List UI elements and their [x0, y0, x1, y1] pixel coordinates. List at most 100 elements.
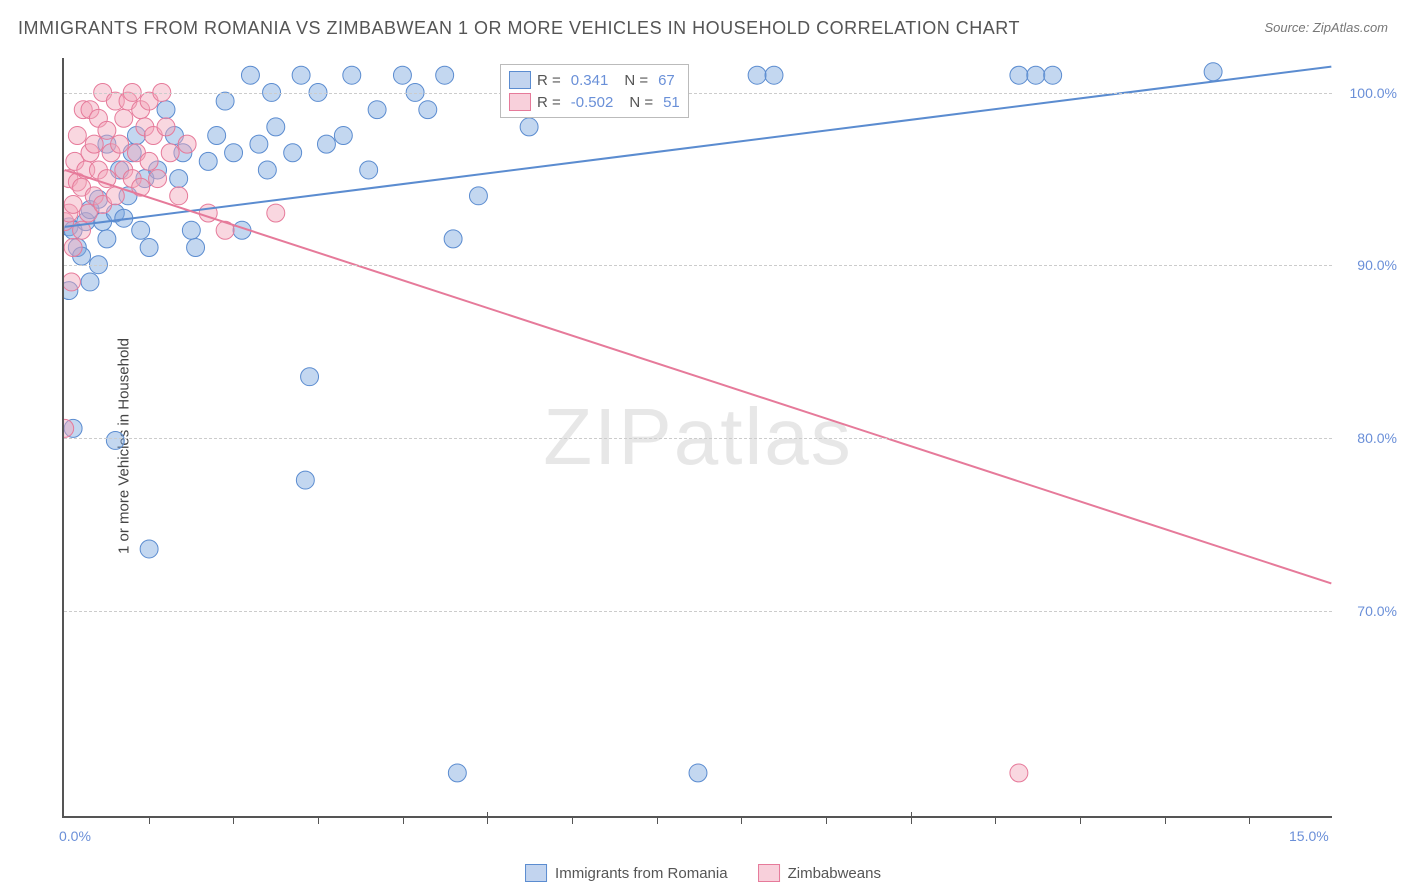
x-tick-minor	[1165, 816, 1166, 824]
data-point	[1027, 66, 1045, 84]
r-value: -0.502	[571, 94, 614, 111]
data-point	[520, 118, 538, 136]
x-tick-minor	[233, 816, 234, 824]
legend-item-zimbabwe: Zimbabweans	[758, 864, 881, 882]
data-point	[267, 118, 285, 136]
plot-area: ZIPatlas 70.0%80.0%90.0%100.0%0.0%15.0%	[62, 58, 1332, 818]
data-point	[334, 127, 352, 145]
x-tick-minor	[1249, 816, 1250, 824]
data-point	[68, 127, 86, 145]
x-tick-label: 0.0%	[59, 828, 91, 844]
data-point	[469, 187, 487, 205]
data-point	[64, 273, 80, 291]
x-tick-minor	[403, 816, 404, 824]
data-point	[157, 118, 175, 136]
y-tick-label: 90.0%	[1357, 257, 1397, 273]
data-point	[1204, 63, 1222, 81]
regression-line	[65, 170, 1332, 583]
data-point	[250, 135, 268, 153]
chart-container: IMMIGRANTS FROM ROMANIA VS ZIMBABWEAN 1 …	[0, 0, 1406, 892]
data-point	[81, 273, 99, 291]
data-point	[115, 109, 133, 127]
grid-line	[64, 438, 1332, 439]
x-tick-minor	[741, 816, 742, 824]
data-point	[419, 101, 437, 119]
legend-label: Zimbabweans	[788, 865, 881, 882]
legend-item-romania: Immigrants from Romania	[525, 864, 728, 882]
data-point	[267, 204, 285, 222]
x-tick	[911, 812, 912, 824]
grid-line	[64, 265, 1332, 266]
x-tick-minor	[1080, 816, 1081, 824]
data-point	[444, 230, 462, 248]
data-point	[170, 187, 188, 205]
y-tick-label: 100.0%	[1350, 85, 1397, 101]
data-point	[98, 230, 116, 248]
data-point	[292, 66, 310, 84]
n-value: 51	[663, 94, 680, 111]
data-point	[393, 66, 411, 84]
r-value: 0.341	[571, 72, 609, 89]
data-point	[182, 221, 200, 239]
y-tick-label: 70.0%	[1357, 603, 1397, 619]
data-point	[436, 66, 454, 84]
legend-row-pink: R = -0.502 N = 51	[509, 91, 680, 113]
data-point	[1010, 764, 1028, 782]
data-point	[748, 66, 766, 84]
correlation-legend: R = 0.341 N = 67 R = -0.502 N = 51	[500, 64, 689, 118]
y-tick-label: 80.0%	[1357, 430, 1397, 446]
swatch-pink-icon	[758, 864, 780, 882]
data-point	[161, 144, 179, 162]
n-label: N =	[629, 94, 653, 111]
chart-title: IMMIGRANTS FROM ROMANIA VS ZIMBABWEAN 1 …	[18, 18, 1020, 39]
source-attribution: Source: ZipAtlas.com	[1264, 20, 1388, 35]
x-tick	[487, 812, 488, 824]
n-label: N =	[624, 72, 648, 89]
r-label: R =	[537, 72, 561, 89]
swatch-blue-icon	[509, 71, 531, 89]
r-label: R =	[537, 94, 561, 111]
data-point	[111, 135, 129, 153]
data-point	[296, 471, 314, 489]
data-point	[85, 135, 103, 153]
data-point	[360, 161, 378, 179]
data-point	[178, 135, 196, 153]
data-point	[765, 66, 783, 84]
data-point	[157, 101, 175, 119]
data-point	[258, 161, 276, 179]
data-point	[343, 66, 361, 84]
data-point	[64, 239, 82, 257]
swatch-blue-icon	[525, 864, 547, 882]
data-point	[448, 764, 466, 782]
x-tick-minor	[149, 816, 150, 824]
n-value: 67	[658, 72, 675, 89]
data-point	[149, 170, 167, 188]
data-point	[140, 239, 158, 257]
x-tick-minor	[318, 816, 319, 824]
data-point	[199, 152, 217, 170]
grid-line	[64, 93, 1332, 94]
data-point	[187, 239, 205, 257]
legend-label: Immigrants from Romania	[555, 865, 728, 882]
scatter-svg	[64, 58, 1332, 816]
data-point	[208, 127, 226, 145]
series-legend: Immigrants from Romania Zimbabweans	[525, 864, 881, 882]
data-point	[170, 170, 188, 188]
data-point	[1010, 66, 1028, 84]
data-point	[106, 431, 124, 449]
legend-row-blue: R = 0.341 N = 67	[509, 69, 680, 91]
x-tick-minor	[995, 816, 996, 824]
data-point	[284, 144, 302, 162]
data-point	[98, 121, 116, 139]
grid-line	[64, 611, 1332, 612]
data-point	[368, 101, 386, 119]
data-point	[1044, 66, 1062, 84]
data-point	[225, 144, 243, 162]
data-point	[140, 152, 158, 170]
x-tick-minor	[657, 816, 658, 824]
data-point	[140, 540, 158, 558]
data-point	[301, 368, 319, 386]
data-point	[689, 764, 707, 782]
x-tick-minor	[572, 816, 573, 824]
x-tick-label: 15.0%	[1289, 828, 1329, 844]
